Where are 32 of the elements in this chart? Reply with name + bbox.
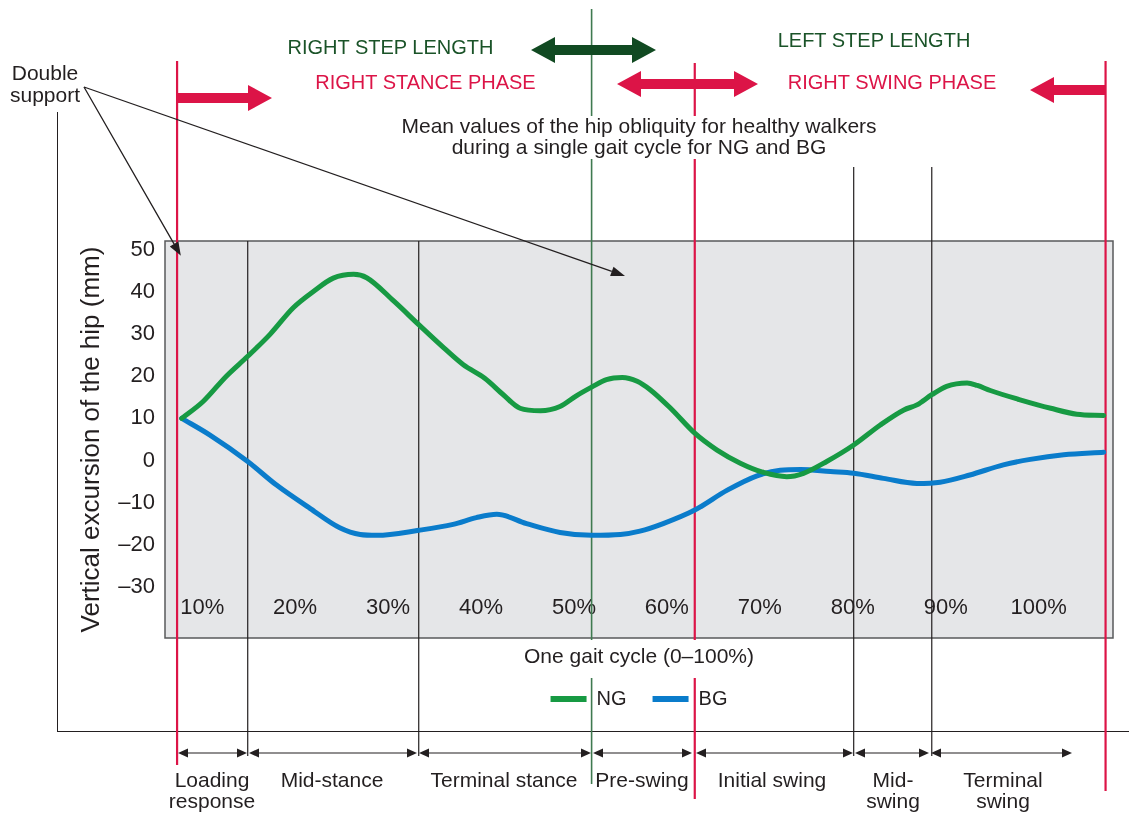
y-tick-label: –20 bbox=[118, 531, 155, 557]
text: Mid-stance bbox=[280, 767, 384, 791]
y-tick-label: –30 bbox=[118, 573, 155, 599]
annotation: Double support bbox=[9, 60, 81, 106]
y-tick-label: 10 bbox=[130, 404, 155, 430]
x-axis-title: One gait cycle (0–100%) bbox=[524, 644, 754, 668]
x-tick-label: 40% bbox=[458, 593, 504, 619]
text: Terminal stance bbox=[430, 767, 578, 791]
x-tick-label: 10% bbox=[180, 593, 225, 619]
x-tick-label: 100% bbox=[1010, 593, 1067, 619]
text: Mid-swing bbox=[866, 767, 920, 812]
x-tick-label: 20% bbox=[273, 593, 318, 619]
y-tick-label: 0 bbox=[142, 446, 155, 472]
text: Initial swing bbox=[717, 767, 827, 791]
y-tick-label: 20 bbox=[130, 362, 155, 388]
y-tick-label: –10 bbox=[118, 488, 155, 514]
x-tick-label: 60% bbox=[644, 593, 689, 619]
y-tick-label: 40 bbox=[130, 277, 155, 303]
legend-label: NG bbox=[596, 686, 627, 709]
text: LEFT STEP LENGTH bbox=[777, 28, 971, 51]
text: RIGHT SWING PHASE bbox=[787, 70, 997, 93]
text: Pre-swing bbox=[595, 767, 689, 791]
text: Loading response bbox=[168, 767, 256, 812]
text: RIGHT STEP LENGTH bbox=[287, 35, 494, 58]
text: RIGHT STANCE PHASE bbox=[315, 70, 536, 93]
chart-title: Mean values of the hip obliquity for healthy walkers during a single gait cycle for NG and BG bbox=[401, 113, 877, 158]
text: Terminal swing bbox=[963, 767, 1043, 812]
x-tick-label: 30% bbox=[366, 593, 411, 619]
x-tick-label: 70% bbox=[737, 593, 782, 619]
y-tick-label: 30 bbox=[130, 319, 155, 345]
y-axis-title: Vertical excursion of the hip (mm) bbox=[74, 246, 105, 633]
legend-label: BG bbox=[698, 686, 728, 709]
